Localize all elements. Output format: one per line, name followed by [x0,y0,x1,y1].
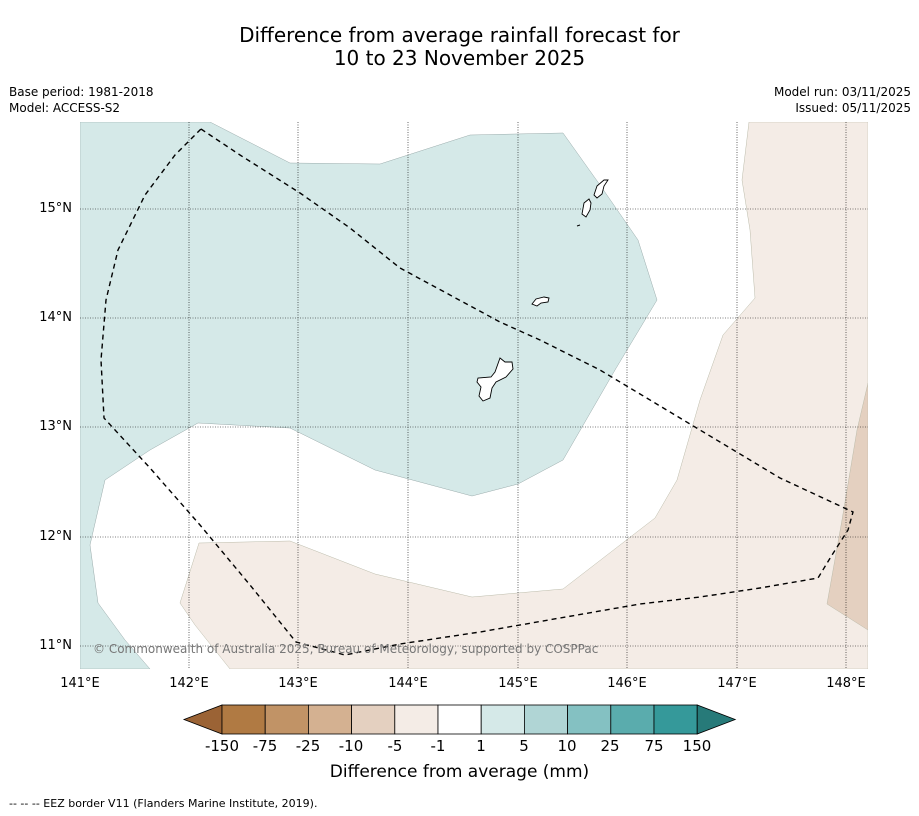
map-area: © Commonwealth of Australia 2025, Bureau… [80,122,868,669]
dry-anomaly-region-1 [179,122,868,669]
colorbar-label: 25 [600,737,620,755]
colorbar-bin [653,704,698,735]
gridlines [80,122,868,669]
lon-label-144: 144°E [388,676,428,691]
island-saipan [593,179,609,199]
colorbar-label: 150 [682,737,712,755]
wet-anomaly-region [80,122,658,669]
colorbar-label: -25 [295,737,321,755]
colorbar-label: -150 [204,737,240,755]
eez-legend: -- -- -- EEZ border V11 (Flanders Marine… [9,797,318,810]
colorbar-label: 10 [557,737,577,755]
lon-label-146: 146°E [607,676,647,691]
colorbar-bin [437,704,482,735]
chart-title-line1: Difference from average rainfall forecas… [239,23,680,47]
lon-label-143: 143°E [278,676,318,691]
lon-label-147: 147°E [717,676,757,691]
colorbar-bin [567,704,612,735]
island-guam [476,357,514,402]
colorbar-label: 1 [476,737,486,755]
colorbar-bin [307,704,352,735]
copyright-notice: © Commonwealth of Australia 2025, Bureau… [93,642,598,656]
colorbar-label: -1 [430,737,446,755]
lat-label-13: 13°N [39,419,72,434]
colorbar-bin [351,704,396,735]
colorbar-title: Difference from average (mm) [329,762,590,782]
lon-label-141: 141°E [60,676,100,691]
base-period: Base period: 1981-2018 [9,85,154,99]
colorbar-bin [394,704,439,735]
colorbar [182,704,737,735]
model-name: Model: ACCESS-S2 [9,101,121,115]
chart-title-line2: 10 to 23 November 2025 [333,46,586,70]
lat-label-11: 11°N [39,638,72,653]
issued-date: Issued: 05/11/2025 [795,101,911,115]
lon-label-148: 148°E [826,676,866,691]
island-farallon-de-medinilla [576,224,581,227]
lat-label-12: 12°N [39,529,72,544]
colorbar-label: -5 [387,737,403,755]
colorbar-bin [264,704,309,735]
colorbar-bin [524,704,569,735]
lon-label-142: 142°E [169,676,209,691]
colorbar-bin [221,704,266,735]
colorbar-bin [610,704,655,735]
lon-label-145: 145°E [498,676,538,691]
colorbar-label: 5 [519,737,529,755]
colorbar-extend-low [182,704,223,735]
dry-anomaly-region-2 [826,382,868,631]
eez-border [100,128,854,656]
colorbar-extend-high [696,704,737,735]
colorbar-label: 75 [644,737,664,755]
island-rota [531,296,550,307]
colorbar-label: -10 [338,737,364,755]
lat-label-15: 15°N [39,201,72,216]
colorbar-label: -75 [252,737,278,755]
lat-label-14: 14°N [39,310,72,325]
colorbar-bin [480,704,525,735]
island-tinian [581,198,592,218]
model-run: Model run: 03/11/2025 [773,85,911,99]
